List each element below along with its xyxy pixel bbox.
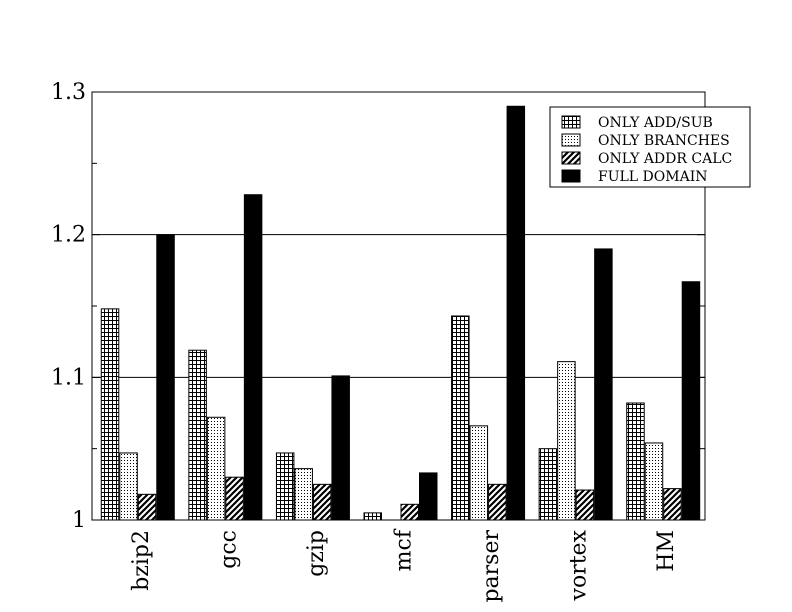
bar-hm-grid	[626, 402, 645, 521]
x-tick-label-parser: parser	[479, 530, 504, 603]
bar-parser-dots	[469, 425, 489, 521]
legend-label: ONLY ADDR CALC	[598, 151, 732, 167]
bar-gzip-dots	[294, 468, 313, 521]
bar-gzip-grid	[275, 452, 295, 521]
legend: ONLY ADD/SUB ONLY BRANCHES ONLY ADDR CALC F…	[549, 106, 751, 188]
bar-vortex-hatch	[575, 489, 595, 521]
x-tick-labels: bzip2 gcc gzip mcf parser vortex HM	[129, 528, 679, 602]
y-tick-labels: 1 1.1 1.2 1.3	[51, 80, 86, 533]
bars-group	[100, 105, 701, 521]
legend-swatch-dots	[561, 133, 581, 147]
y-tick-label: 1	[72, 508, 86, 533]
y-tick-label: 1.1	[51, 365, 86, 390]
bar-bzip2-dots	[119, 452, 138, 521]
grid-lines	[92, 234, 705, 378]
x-tick-label-hm: HM	[654, 530, 679, 572]
x-tick-label-bzip2: bzip2	[129, 530, 154, 591]
bar-gzip-solid	[331, 375, 350, 521]
legend-swatch-hatch	[561, 151, 581, 165]
x-tick-label-vortex: vortex	[567, 529, 592, 601]
legend-box	[549, 106, 751, 188]
legend-swatch-grid	[561, 115, 581, 129]
bar-bzip2-solid	[156, 234, 175, 521]
x-tick-label-mcf: mcf	[392, 528, 417, 571]
legend-label: FULL DOMAIN	[598, 169, 707, 185]
bar-vortex-grid	[538, 448, 558, 521]
bar-mcf-solid	[419, 472, 438, 521]
bar-vortex-solid	[594, 248, 613, 521]
bar-gcc-dots	[206, 416, 226, 521]
x-tick-label-gzip: gzip	[304, 530, 329, 577]
bar-gzip-hatch	[312, 483, 332, 521]
legend-swatch-solid	[561, 169, 581, 183]
bar-mcf-hatch	[400, 503, 419, 521]
bar-parser-grid	[451, 315, 470, 521]
y-tick-label: 1.3	[51, 80, 86, 105]
legend-label: ONLY BRANCHES	[598, 133, 730, 149]
bar-vortex-dots	[557, 361, 576, 521]
bar-mcf-grid	[363, 512, 382, 521]
bar-gcc-solid	[243, 194, 263, 521]
bar-gcc-grid	[188, 349, 207, 521]
x-tick-label-gcc: gcc	[216, 530, 241, 569]
bar-hm-hatch	[663, 488, 682, 521]
bar-bzip2-hatch	[137, 493, 157, 521]
bar-bzip2-grid	[100, 308, 120, 521]
y-tick-label: 1.2	[51, 223, 86, 248]
bar-hm-dots	[644, 442, 664, 521]
bar-hm-solid	[681, 281, 701, 521]
legend-label: ONLY ADD/SUB	[598, 115, 713, 131]
bar-parser-hatch	[488, 483, 507, 521]
bar-parser-solid	[506, 105, 526, 521]
bar-gcc-hatch	[225, 476, 244, 521]
